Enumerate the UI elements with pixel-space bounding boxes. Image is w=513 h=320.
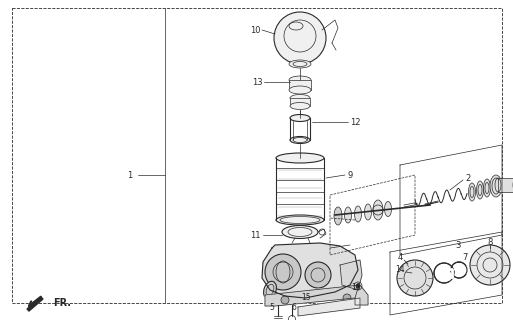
Circle shape bbox=[470, 245, 510, 285]
Ellipse shape bbox=[483, 179, 490, 197]
Ellipse shape bbox=[289, 86, 311, 94]
Ellipse shape bbox=[354, 206, 362, 222]
Circle shape bbox=[265, 254, 301, 290]
Polygon shape bbox=[298, 298, 360, 316]
Text: 6: 6 bbox=[291, 303, 297, 313]
Text: 5: 5 bbox=[269, 303, 274, 313]
Ellipse shape bbox=[276, 215, 324, 225]
Polygon shape bbox=[340, 260, 362, 290]
Ellipse shape bbox=[334, 207, 342, 225]
Circle shape bbox=[281, 296, 289, 304]
Ellipse shape bbox=[289, 60, 311, 68]
Text: 9: 9 bbox=[347, 171, 352, 180]
Ellipse shape bbox=[365, 204, 371, 220]
Text: 1: 1 bbox=[127, 171, 133, 180]
Ellipse shape bbox=[264, 281, 277, 299]
Text: 14: 14 bbox=[395, 266, 405, 275]
Circle shape bbox=[274, 12, 326, 64]
Bar bbox=[289, 80, 311, 90]
Ellipse shape bbox=[385, 202, 391, 217]
Ellipse shape bbox=[373, 200, 383, 220]
Text: 2: 2 bbox=[465, 173, 470, 182]
Bar bbox=[290, 98, 310, 106]
Circle shape bbox=[397, 260, 433, 296]
Ellipse shape bbox=[477, 181, 483, 199]
Text: 3: 3 bbox=[456, 241, 461, 250]
Ellipse shape bbox=[289, 76, 311, 84]
Ellipse shape bbox=[468, 183, 476, 201]
Text: 16: 16 bbox=[351, 284, 361, 292]
Text: 13: 13 bbox=[252, 77, 262, 86]
Ellipse shape bbox=[282, 226, 318, 238]
Text: 12: 12 bbox=[350, 117, 360, 126]
Ellipse shape bbox=[276, 153, 324, 163]
Circle shape bbox=[356, 284, 360, 288]
Text: 7: 7 bbox=[462, 253, 468, 262]
Ellipse shape bbox=[290, 94, 310, 101]
Ellipse shape bbox=[345, 207, 351, 223]
Text: 15: 15 bbox=[301, 293, 311, 302]
Bar bbox=[498, 178, 513, 192]
Polygon shape bbox=[265, 285, 368, 306]
Text: 8: 8 bbox=[487, 237, 492, 246]
Ellipse shape bbox=[490, 175, 502, 197]
Text: 11: 11 bbox=[250, 230, 260, 239]
Polygon shape bbox=[262, 243, 358, 298]
Ellipse shape bbox=[290, 102, 310, 109]
Ellipse shape bbox=[290, 137, 310, 143]
Circle shape bbox=[305, 262, 331, 288]
Polygon shape bbox=[27, 297, 43, 311]
Ellipse shape bbox=[290, 115, 310, 122]
Text: FR.: FR. bbox=[53, 298, 71, 308]
Text: 10: 10 bbox=[250, 26, 260, 35]
Circle shape bbox=[343, 294, 351, 302]
Text: 4: 4 bbox=[398, 253, 403, 262]
